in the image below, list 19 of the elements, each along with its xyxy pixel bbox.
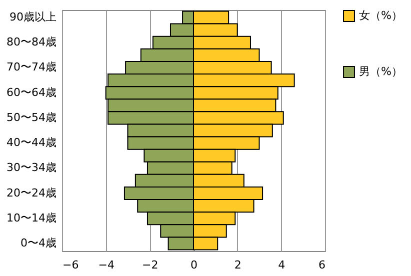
x-tick-label: 2: [234, 258, 242, 272]
x-tick-label: 6: [318, 258, 326, 272]
y-tick-label: 20〜24歳: [6, 186, 56, 200]
y-tick-label: 30〜34歳: [6, 161, 56, 174]
y-tick-label: 0〜4歳: [20, 236, 56, 250]
y-tick-label: 50〜54歳: [6, 110, 56, 124]
x-tick-label: −6: [62, 258, 79, 272]
y-tick-label: 80〜84歳: [6, 36, 56, 49]
legend-label: 男（%）: [359, 65, 402, 78]
x-tick-label: −4: [98, 258, 114, 272]
y-tick-label: 40〜44歳: [6, 136, 56, 150]
x-tick-label: 4: [278, 258, 286, 272]
y-tick-label: 90歳以上: [10, 10, 56, 24]
x-tick-label: 0: [190, 258, 198, 272]
x-tick-label: −2: [142, 258, 158, 272]
y-tick-label: 10〜14歳: [6, 211, 56, 224]
y-tick-label: 60〜64歳: [6, 86, 56, 99]
y-tick-label: 70〜74歳: [6, 60, 56, 74]
legend-label: 女（%）: [359, 9, 402, 22]
